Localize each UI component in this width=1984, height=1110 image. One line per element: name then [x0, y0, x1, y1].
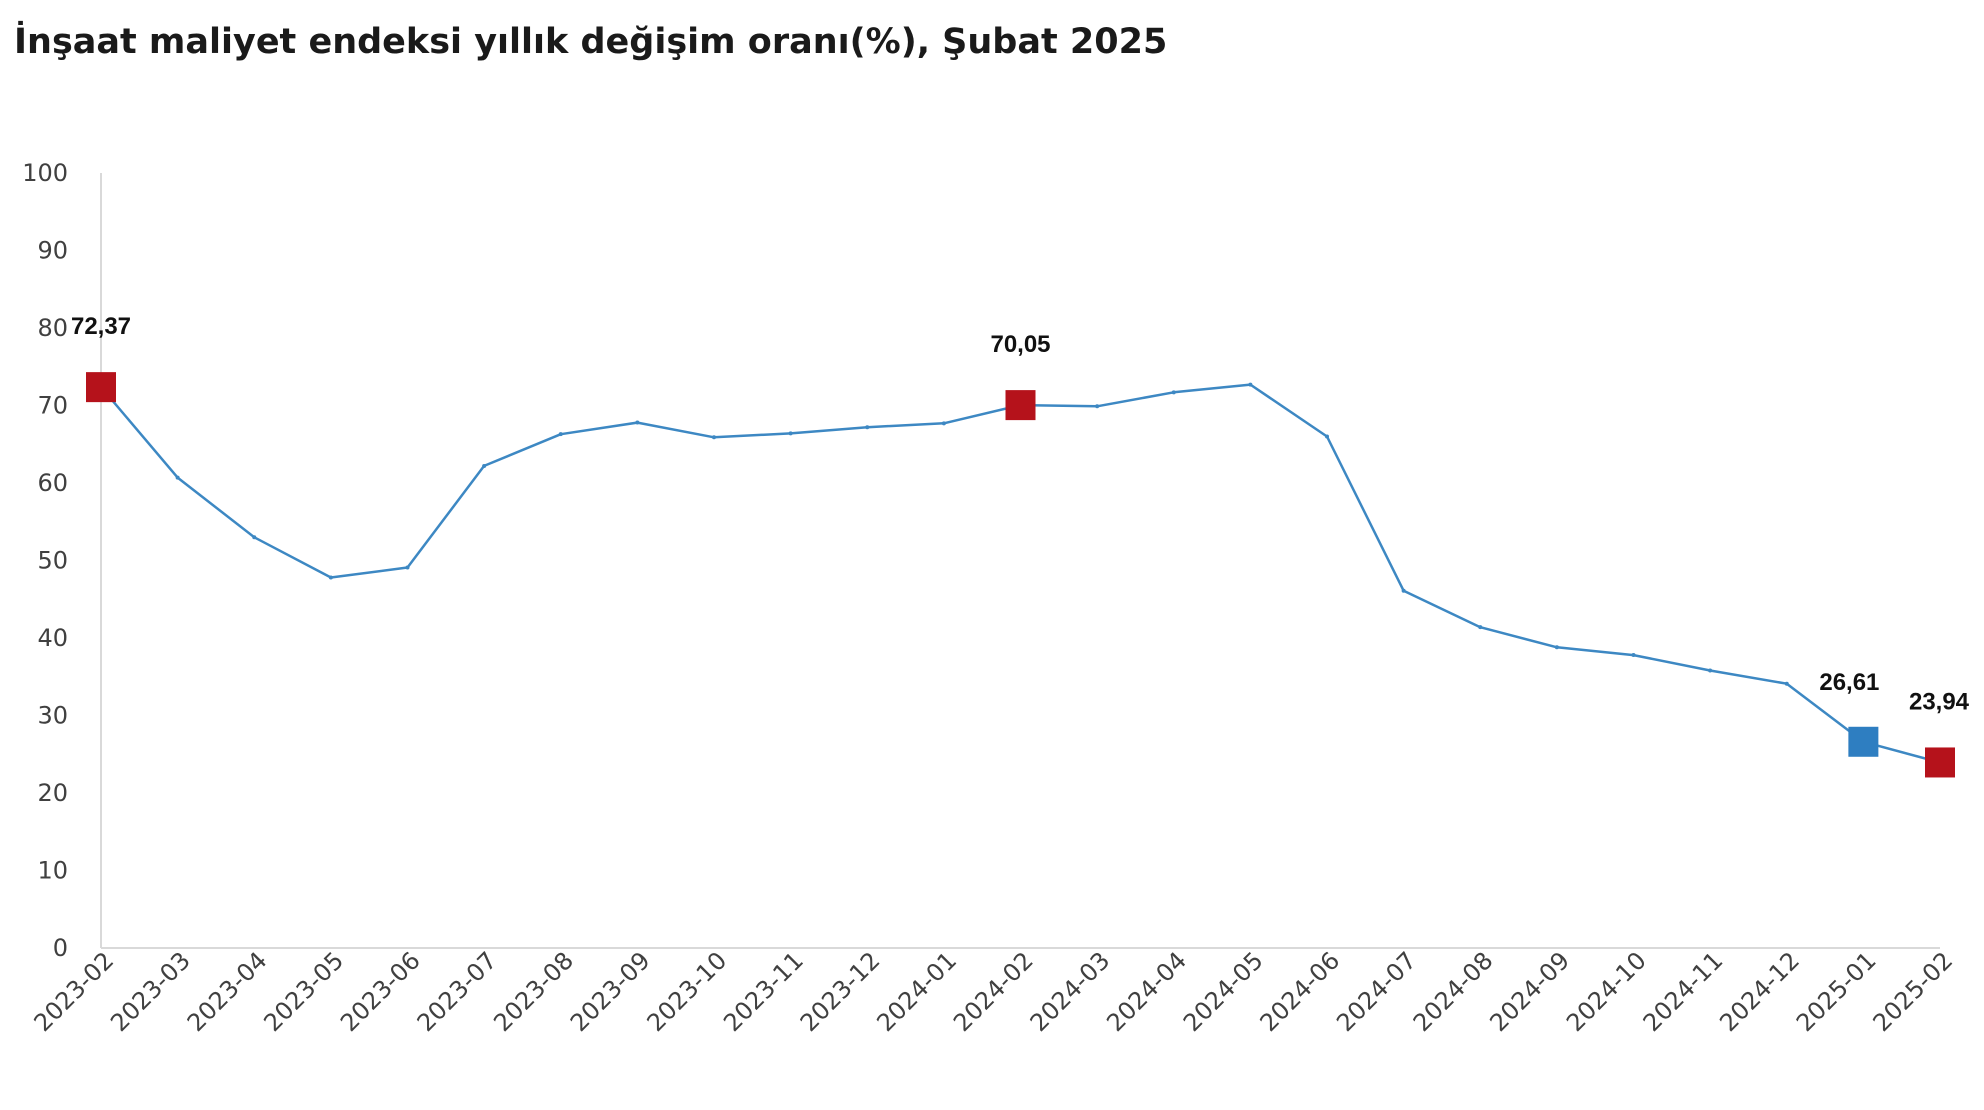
- y-tick-label: 20: [37, 779, 68, 807]
- data-label: 26,61: [1819, 669, 1879, 696]
- chart-axes: [100, 173, 1940, 949]
- data-point: [1401, 588, 1406, 593]
- x-tick-label: 2023-05: [258, 946, 349, 1037]
- series-layer: [99, 382, 1942, 765]
- marker-layer: [86, 372, 1955, 778]
- data-point: [175, 475, 180, 480]
- x-tick-label: 2024-03: [1025, 946, 1116, 1037]
- data-point: [558, 432, 563, 437]
- highlight-marker: [1005, 390, 1036, 421]
- x-tick-label: 2023-03: [105, 946, 196, 1037]
- data-label-layer: 72,37 70,05 26,61 23,94: [71, 313, 1970, 715]
- x-tick-label: 2023-06: [335, 946, 426, 1037]
- y-tick-label: 70: [37, 392, 68, 420]
- x-tick-label: 2024-06: [1255, 946, 1346, 1037]
- data-point: [1784, 681, 1789, 686]
- highlight-marker: [1848, 726, 1879, 757]
- data-point: [635, 420, 640, 425]
- data-point: [1095, 404, 1100, 409]
- highlight-marker: [1925, 747, 1955, 778]
- data-point: [482, 463, 487, 468]
- x-tick-label: 2024-07: [1331, 946, 1422, 1037]
- x-tick-label: 2025-01: [1791, 946, 1882, 1037]
- y-tick-label: 100: [22, 159, 68, 187]
- data-point: [405, 565, 410, 570]
- x-tick-label: 2023-02: [29, 946, 120, 1037]
- data-point: [1554, 645, 1559, 650]
- x-axis-ticks: 2023-022023-032023-042023-052023-062023-…: [29, 946, 1959, 1037]
- data-point: [712, 435, 716, 440]
- y-tick-label: 50: [37, 547, 68, 575]
- data-point: [1248, 382, 1253, 387]
- x-tick-label: 2024-12: [1714, 946, 1805, 1037]
- highlight-marker: [86, 372, 116, 403]
- y-tick-label: 30: [37, 702, 68, 730]
- y-axis-ticks: 0 10 20 30 40 50 60 70 80 90 100: [22, 159, 68, 962]
- data-label: 72,37: [71, 313, 131, 340]
- x-tick-label: 2023-12: [795, 946, 886, 1037]
- data-point: [328, 575, 333, 580]
- y-tick-label: 90: [37, 237, 68, 265]
- data-point: [865, 425, 870, 430]
- x-tick-label: 2023-11: [718, 946, 809, 1037]
- data-point: [1478, 625, 1483, 630]
- data-point: [941, 421, 946, 426]
- x-tick-label: 2023-09: [565, 946, 656, 1037]
- data-point: [1708, 668, 1713, 673]
- x-tick-label: 2024-08: [1408, 946, 1499, 1037]
- x-tick-label: 2023-10: [642, 946, 733, 1037]
- data-label: 23,94: [1909, 688, 1970, 715]
- x-tick-label: 2023-08: [488, 946, 579, 1037]
- y-tick-label: 60: [37, 469, 68, 497]
- x-tick-label: 2024-02: [948, 946, 1039, 1037]
- series-line: [100, 383, 1941, 764]
- y-tick-label: 40: [37, 624, 68, 652]
- data-point: [1631, 653, 1636, 658]
- data-point: [1171, 390, 1176, 395]
- x-tick-label: 2023-04: [182, 946, 273, 1037]
- y-tick-label: 10: [37, 857, 68, 885]
- x-tick-label: 2023-07: [412, 946, 503, 1037]
- x-tick-label: 2024-11: [1638, 946, 1729, 1037]
- x-tick-label: 2025-02: [1868, 946, 1959, 1037]
- y-tick-label: 0: [53, 934, 68, 962]
- chart-title: İnşaat maliyet endeksi yıllık değişim or…: [14, 22, 1168, 62]
- x-tick-label: 2024-10: [1561, 946, 1652, 1037]
- data-point: [252, 535, 257, 540]
- data-point: [788, 431, 793, 436]
- data-label: 70,05: [990, 331, 1050, 358]
- y-tick-label: 80: [37, 314, 68, 342]
- x-tick-label: 2024-09: [1484, 946, 1575, 1037]
- x-tick-label: 2024-01: [871, 946, 962, 1037]
- x-tick-label: 2024-05: [1178, 946, 1269, 1037]
- x-tick-label: 2024-04: [1101, 946, 1192, 1037]
- data-point: [1325, 434, 1329, 439]
